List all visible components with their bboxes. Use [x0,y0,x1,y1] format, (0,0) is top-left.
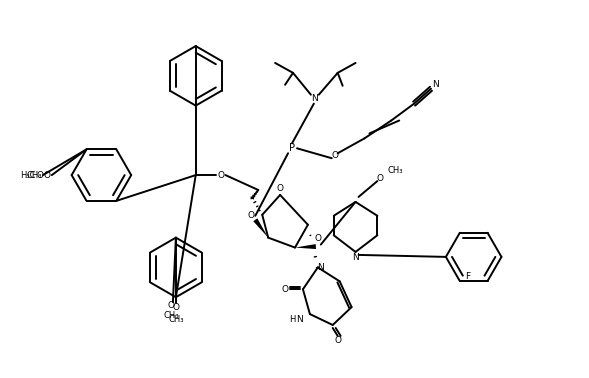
Text: O: O [334,336,341,345]
Text: O: O [217,170,224,180]
Text: O: O [37,170,44,180]
Text: N: N [312,94,318,103]
Text: CH₃: CH₃ [388,166,403,175]
Text: N: N [297,314,303,324]
Text: O: O [167,301,174,310]
Text: CH₃: CH₃ [168,314,184,324]
Text: N: N [432,80,439,89]
Text: CH₃: CH₃ [26,170,42,180]
Text: P: P [289,143,295,153]
Text: H₃C: H₃C [20,170,35,180]
Polygon shape [253,218,268,238]
Text: O: O [315,234,322,243]
Text: O: O [173,303,180,311]
Polygon shape [295,244,316,249]
Text: O: O [44,170,50,180]
Text: O: O [248,211,255,220]
Text: N: N [317,263,324,272]
Text: N: N [352,253,359,262]
Text: O: O [277,183,284,192]
Text: O: O [331,151,338,160]
Text: O: O [282,285,289,294]
Text: F: F [465,271,470,280]
Text: CH₃: CH₃ [163,311,178,319]
Text: O: O [377,174,384,183]
Text: H: H [289,314,295,324]
